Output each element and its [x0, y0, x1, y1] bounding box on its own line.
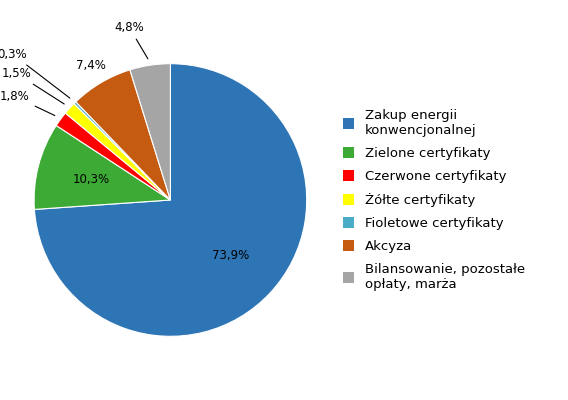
Wedge shape	[74, 102, 170, 200]
Wedge shape	[130, 64, 170, 200]
Wedge shape	[56, 113, 170, 200]
Text: 1,5%: 1,5%	[2, 67, 64, 104]
Text: 7,4%: 7,4%	[76, 58, 106, 72]
Text: 1,8%: 1,8%	[0, 90, 55, 116]
Text: 10,3%: 10,3%	[73, 173, 110, 186]
Wedge shape	[65, 104, 170, 200]
Wedge shape	[35, 64, 307, 336]
Legend: Zakup energii
konwencjonalnej, Zielone certyfikaty, Czerwone certyfikaty, Żółte : Zakup energii konwencjonalnej, Zielone c…	[343, 109, 525, 291]
Wedge shape	[76, 70, 170, 200]
Text: 4,8%: 4,8%	[114, 21, 148, 59]
Wedge shape	[34, 126, 170, 210]
Text: 73,9%: 73,9%	[211, 249, 249, 262]
Text: 0,3%: 0,3%	[0, 48, 70, 98]
